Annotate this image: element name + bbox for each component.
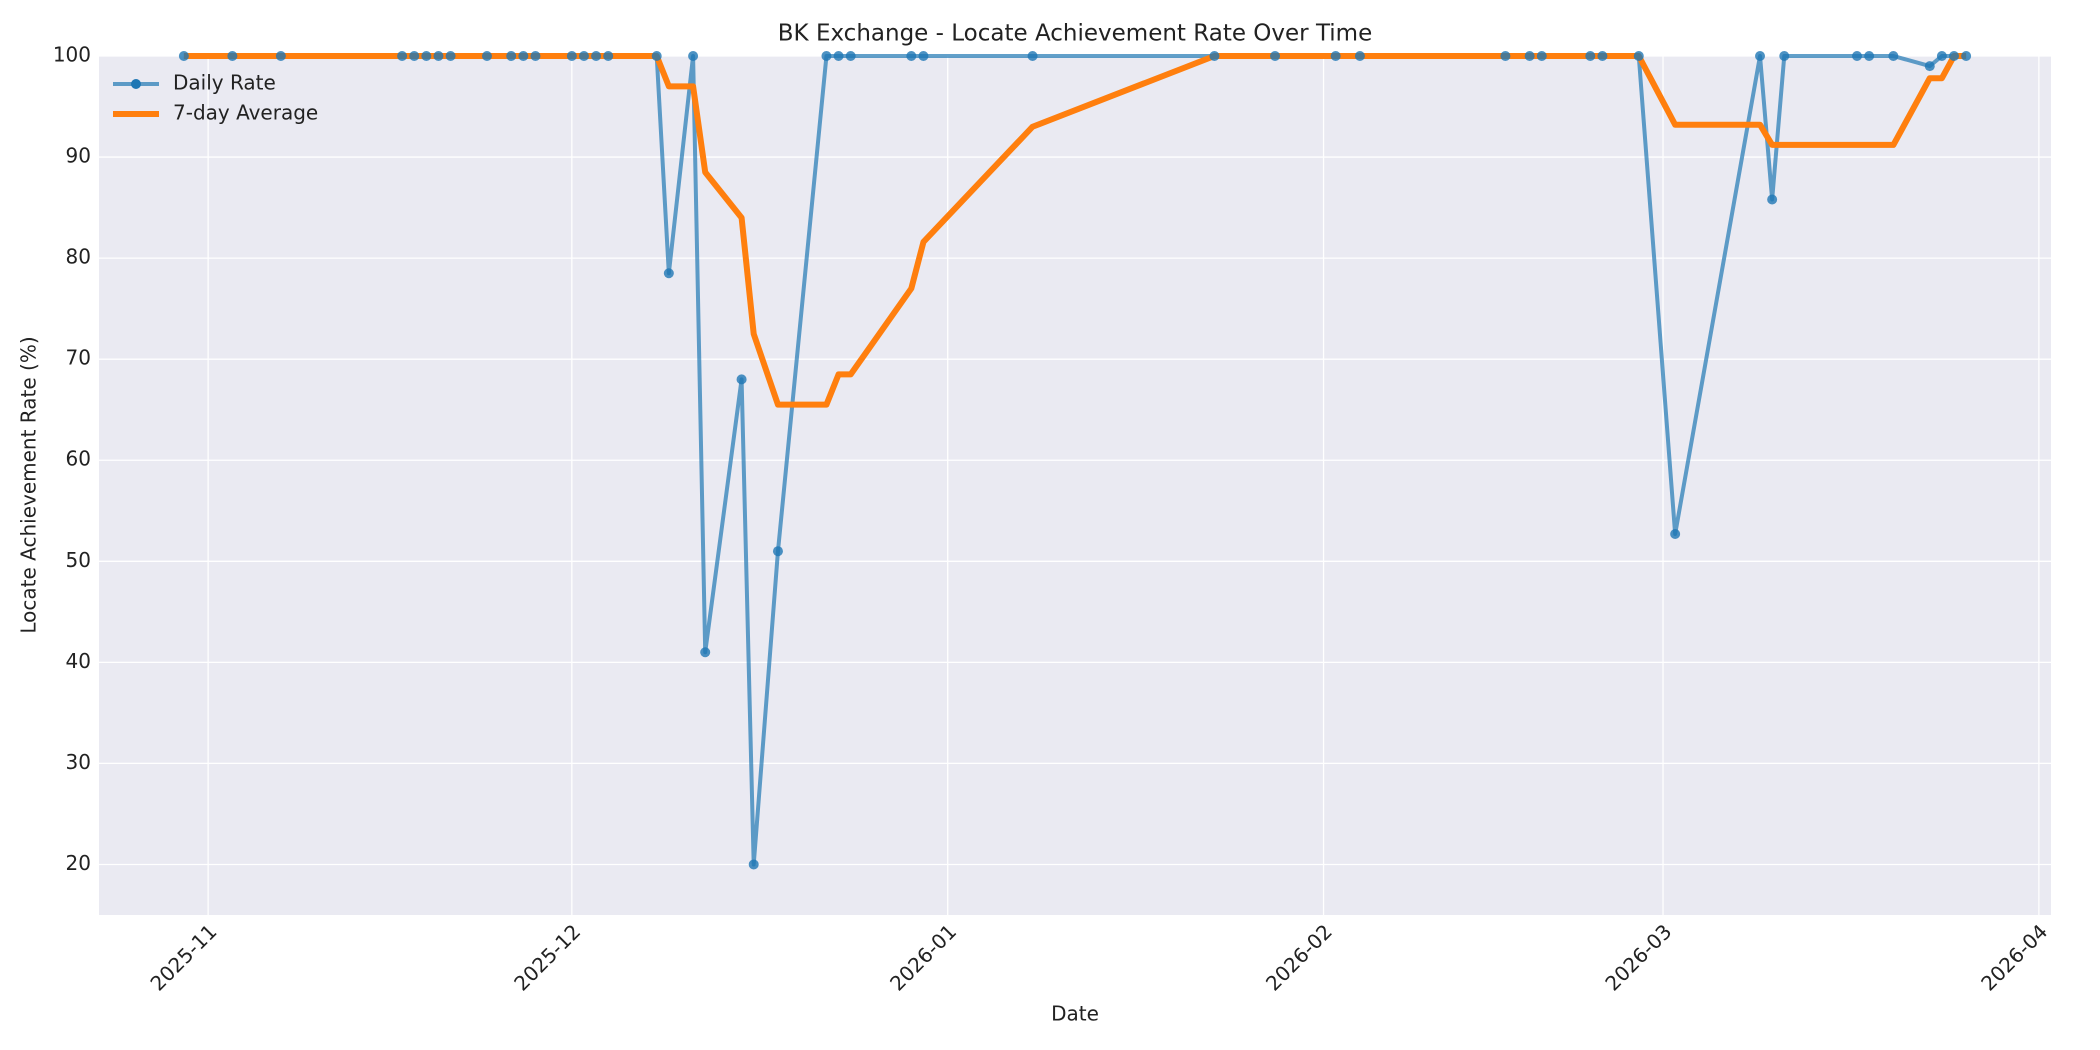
y-tick-label: 50 — [66, 548, 91, 572]
point — [833, 51, 844, 61]
point — [748, 859, 759, 870]
point — [1597, 51, 1608, 61]
point — [663, 268, 674, 279]
point — [1936, 51, 1947, 61]
point — [845, 51, 856, 61]
point — [1354, 51, 1365, 61]
legend-label: 7-day Average — [173, 101, 318, 125]
chart-title: BK Exchange - Locate Achievement Rate Ov… — [778, 21, 1372, 47]
point — [1961, 51, 1972, 61]
y-tick-label: 70 — [66, 346, 91, 370]
point — [578, 51, 589, 61]
point — [1524, 51, 1535, 61]
x-axis-label: Date — [1051, 1002, 1099, 1026]
point — [1864, 51, 1875, 61]
point — [227, 51, 238, 61]
point — [421, 51, 432, 61]
x-tick-label: 2025-11 — [145, 919, 221, 995]
legend-label: Daily Rate — [173, 71, 276, 95]
point — [1536, 51, 1547, 61]
point — [397, 51, 408, 61]
point — [1330, 51, 1341, 61]
point — [736, 374, 747, 385]
point — [1027, 51, 1038, 61]
point — [445, 51, 456, 61]
point — [1755, 51, 1766, 61]
point — [566, 51, 577, 61]
y-tick-label: 40 — [66, 649, 91, 673]
point — [506, 51, 517, 61]
point — [1779, 51, 1790, 61]
point — [530, 51, 541, 61]
point — [906, 51, 917, 61]
point — [1767, 194, 1778, 205]
x-tick-label: 2026-04 — [1976, 919, 2052, 995]
plot-area — [99, 56, 2051, 915]
point — [481, 51, 492, 61]
point — [772, 546, 783, 557]
point — [1924, 61, 1935, 72]
x-tick-label: 2026-02 — [1261, 919, 1337, 995]
y-tick-label: 90 — [66, 144, 91, 168]
point — [700, 647, 711, 658]
point — [688, 51, 699, 61]
point — [1949, 51, 1960, 61]
x-tick-label: 2026-01 — [885, 919, 961, 995]
x-tick-label: 2026-03 — [1600, 919, 1676, 995]
point — [1500, 51, 1511, 61]
point — [1585, 51, 1596, 61]
point — [1633, 51, 1644, 61]
point — [1209, 51, 1220, 61]
legend-marker — [131, 79, 141, 89]
y-tick-label: 100 — [53, 43, 91, 67]
point — [651, 51, 662, 61]
point — [821, 51, 832, 61]
point — [518, 51, 529, 61]
point — [1888, 51, 1899, 61]
y-tick-label: 80 — [66, 245, 91, 269]
y-tick-label: 30 — [66, 750, 91, 774]
point — [433, 51, 444, 61]
point — [1852, 51, 1863, 61]
y-axis-label: Locate Achievement Rate (%) — [17, 336, 41, 633]
point — [409, 51, 420, 61]
point — [603, 51, 614, 61]
y-tick-label: 60 — [66, 447, 91, 471]
y-tick-label: 20 — [66, 851, 91, 875]
point — [178, 51, 189, 61]
point — [275, 51, 286, 61]
point — [918, 51, 929, 61]
point — [591, 51, 602, 61]
point — [1670, 529, 1681, 540]
point — [1270, 51, 1281, 61]
x-tick-label: 2025-12 — [509, 919, 585, 995]
